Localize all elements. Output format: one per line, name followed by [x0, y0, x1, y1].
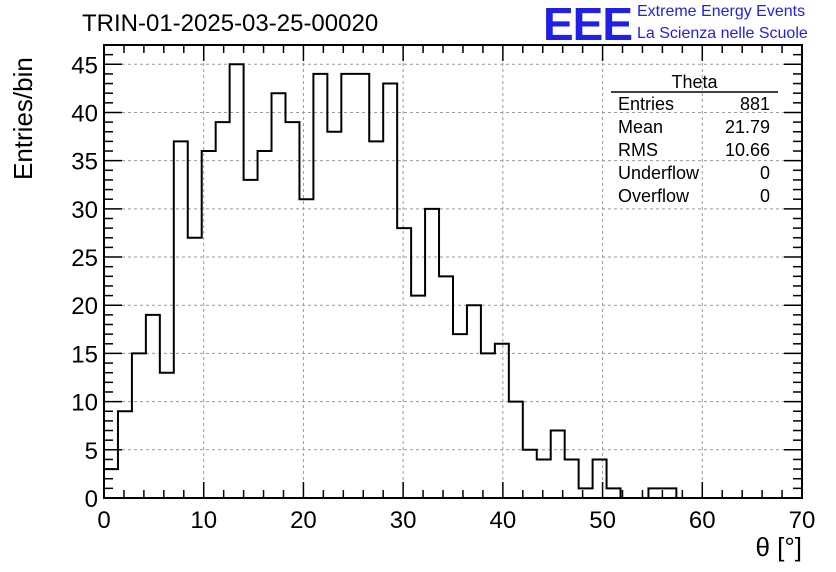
stats-label: Entries	[618, 94, 674, 114]
x-tick-label: 70	[789, 507, 816, 534]
chart-title: TRIN-01-2025-03-25-00020	[82, 10, 379, 37]
stats-label: RMS	[618, 140, 658, 160]
x-tick-label: 0	[97, 507, 110, 534]
x-tick-label: 40	[490, 507, 517, 534]
histogram-line	[104, 63, 802, 499]
y-axis-label: Entries/bin	[8, 57, 38, 180]
stats-value: 0	[760, 186, 770, 206]
stats-value: 21.79	[725, 117, 770, 137]
stats-value: 881	[740, 94, 770, 114]
y-tick-label: 10	[71, 390, 98, 417]
x-tick-label: 60	[689, 507, 716, 534]
grid-lines	[104, 45, 802, 498]
x-tick-label: 10	[190, 507, 217, 534]
stats-label: Underflow	[618, 163, 700, 183]
y-tick-label: 0	[85, 486, 98, 513]
y-tick-label: 15	[71, 341, 98, 368]
tick-labels: 0 10 20 30 40 50 60 70 0 5 10 15 20 25 30 35 40 45	[71, 52, 815, 534]
stats-value: 10.66	[725, 140, 770, 160]
x-axis-label: θ [°]	[755, 532, 802, 562]
x-tick-label: 50	[589, 507, 616, 534]
stats-label: Mean	[618, 117, 663, 137]
axis-ticks	[103, 44, 803, 499]
y-tick-label: 25	[71, 245, 98, 272]
stats-value: 0	[760, 163, 770, 183]
y-tick-label: 5	[85, 438, 98, 465]
x-tick-label: 30	[390, 507, 417, 534]
y-tick-label: 40	[71, 100, 98, 127]
plot-frame	[103, 44, 803, 499]
logo-line-2: La Scienza nelle Scuole	[637, 25, 808, 42]
stats-label: Overflow	[618, 186, 690, 206]
x-tick-label: 20	[290, 507, 317, 534]
y-tick-label: 35	[71, 149, 98, 176]
logo-line-1: Extreme Energy Events	[637, 3, 806, 20]
y-tick-label: 30	[71, 197, 98, 224]
y-tick-label: 20	[71, 293, 98, 320]
y-tick-label: 45	[71, 52, 98, 79]
eee-logo: EEE	[543, 0, 633, 50]
stats-title: Theta	[671, 72, 718, 92]
